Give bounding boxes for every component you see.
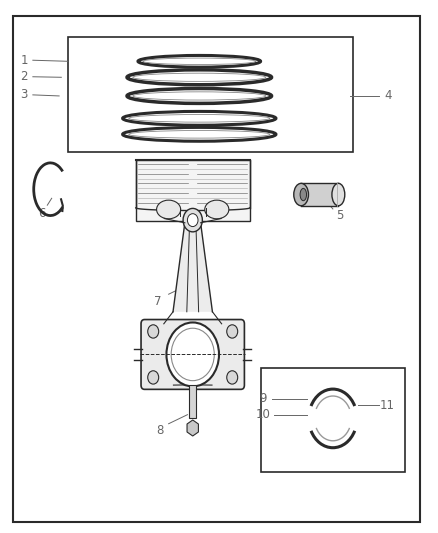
Bar <box>68 37 353 152</box>
Ellipse shape <box>332 183 345 206</box>
Circle shape <box>187 214 198 227</box>
Text: 9: 9 <box>259 392 267 405</box>
Polygon shape <box>187 420 198 436</box>
Circle shape <box>183 208 202 232</box>
Ellipse shape <box>227 371 238 384</box>
Ellipse shape <box>227 325 238 338</box>
Bar <box>261 368 405 472</box>
Text: 8: 8 <box>156 424 163 437</box>
Ellipse shape <box>123 111 276 125</box>
Text: 4: 4 <box>384 90 392 102</box>
Ellipse shape <box>294 183 308 206</box>
Ellipse shape <box>205 200 229 219</box>
Text: 6: 6 <box>38 207 46 220</box>
Circle shape <box>166 322 219 386</box>
Bar <box>189 385 196 418</box>
Text: 2: 2 <box>20 70 28 83</box>
Ellipse shape <box>138 55 261 67</box>
Text: 7: 7 <box>154 295 162 308</box>
Ellipse shape <box>148 325 159 338</box>
Text: 3: 3 <box>21 88 28 101</box>
Ellipse shape <box>148 371 159 384</box>
Ellipse shape <box>300 188 307 201</box>
Text: 10: 10 <box>255 408 270 421</box>
Polygon shape <box>173 223 212 312</box>
Text: 11: 11 <box>380 399 395 411</box>
Text: 1: 1 <box>20 54 28 67</box>
Bar <box>136 160 250 221</box>
FancyBboxPatch shape <box>141 319 244 389</box>
Text: 5: 5 <box>336 209 343 222</box>
Ellipse shape <box>123 127 276 141</box>
Ellipse shape <box>157 200 180 219</box>
Bar <box>301 183 338 206</box>
Ellipse shape <box>127 88 272 103</box>
Ellipse shape <box>127 70 272 85</box>
